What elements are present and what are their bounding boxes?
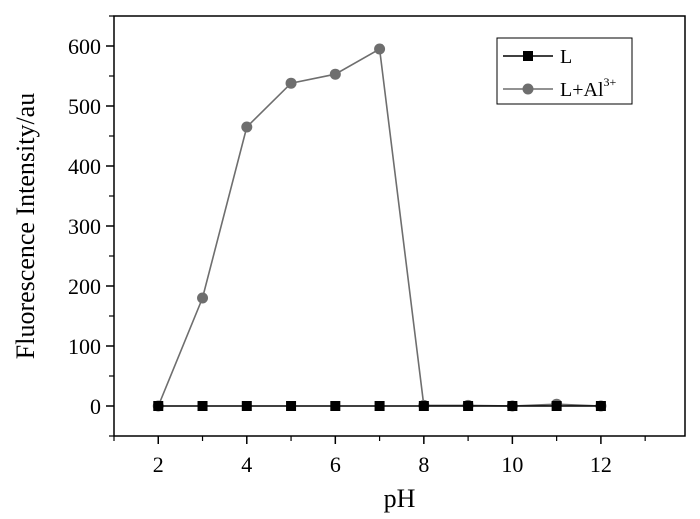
legend-label-l-al: L+Al3+: [560, 75, 617, 101]
legend-marker-l: [523, 51, 533, 61]
point-1-1: [197, 292, 209, 304]
point-0-8: [507, 401, 518, 411]
x-tick-label-10: 10: [501, 452, 523, 477]
y-axis-title: Fluorescence Intensity/au: [11, 93, 40, 359]
point-0-10: [595, 401, 606, 411]
x-tick-label-4: 4: [241, 452, 252, 477]
point-1-2: [241, 121, 253, 133]
point-0-7: [463, 401, 474, 411]
legend-label-l-al-superscript: 3+: [604, 75, 617, 89]
y-tick-label-300: 300: [68, 214, 101, 239]
point-0-4: [330, 401, 341, 411]
x-axis-title: pH: [384, 484, 416, 513]
series-layer: [152, 43, 607, 412]
point-0-6: [418, 401, 429, 411]
point-1-5: [374, 43, 386, 55]
legend-label-l-al-base: L+Al: [560, 79, 604, 101]
point-0-9: [551, 401, 562, 411]
x-tick-label-12: 12: [590, 452, 612, 477]
point-0-2: [241, 401, 252, 411]
x-tick-label-2: 2: [153, 452, 164, 477]
y-tick-label-500: 500: [68, 94, 101, 119]
point-1-4: [329, 68, 341, 80]
y-axis-ticks: 0 100 200 300 400 500 600: [68, 15, 114, 437]
series-0: [153, 401, 606, 411]
legend-box: [496, 37, 633, 105]
x-tick-label-8: 8: [418, 452, 429, 477]
legend-marker-l-al: [522, 83, 534, 95]
point-0-0: [153, 401, 164, 411]
y-tick-label-100: 100: [68, 334, 101, 359]
point-0-1: [197, 401, 208, 411]
y-tick-label-600: 600: [68, 34, 101, 59]
point-0-3: [286, 401, 297, 411]
x-tick-label-6: 6: [330, 452, 341, 477]
point-0-5: [374, 401, 385, 411]
y-tick-label-200: 200: [68, 274, 101, 299]
y-tick-label-0: 0: [90, 394, 101, 419]
point-1-3: [285, 77, 297, 89]
y-tick-label-400: 400: [68, 154, 101, 179]
x-axis-ticks: 2 4 6 8 10 12: [113, 436, 646, 477]
legend: L L+Al3+: [496, 37, 633, 105]
legend-label-l: L: [560, 46, 572, 68]
